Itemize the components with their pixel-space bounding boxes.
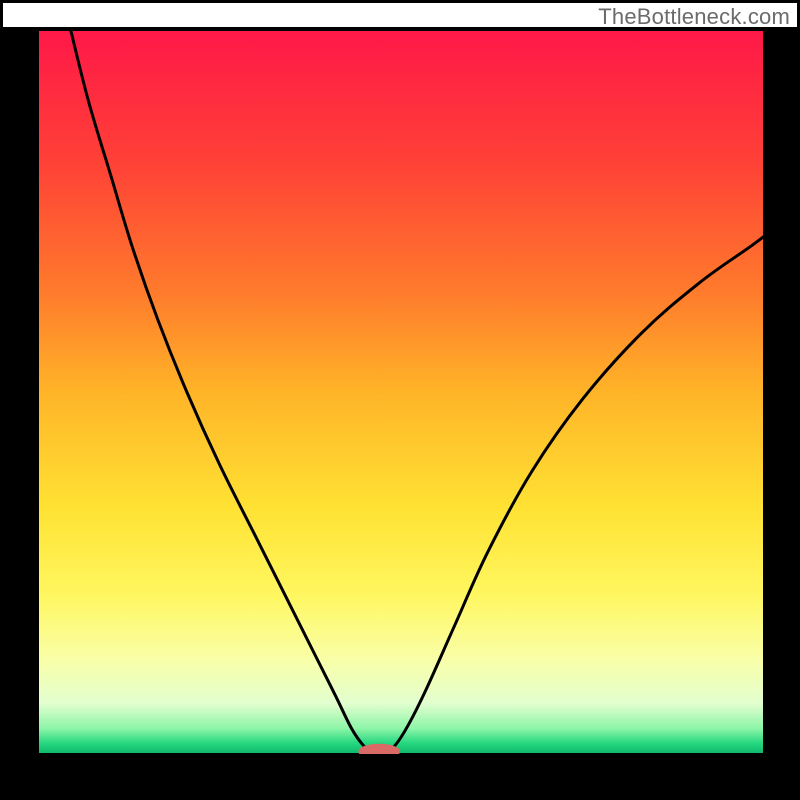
plot-area [38,30,764,754]
watermark-text: TheBottleneck.com [598,4,790,30]
chart-layer [2,2,799,799]
chart-svg [0,0,800,800]
